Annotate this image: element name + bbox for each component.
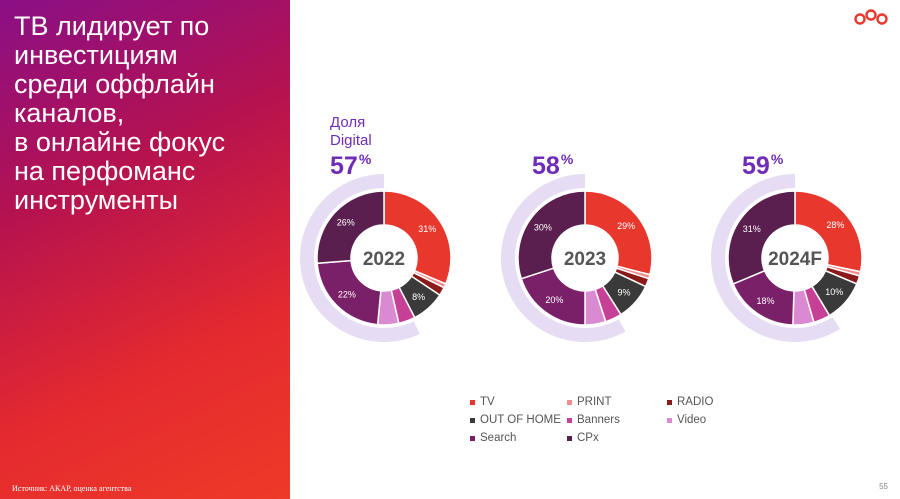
slice-label: 30%: [534, 222, 552, 232]
slice-label: 20%: [545, 295, 563, 305]
headline-line: каналов,: [14, 98, 125, 128]
slice-label: 31%: [743, 224, 761, 234]
legend-swatch: [567, 399, 572, 405]
slice-label: 10%: [825, 287, 843, 297]
headline-line: инвестициям: [14, 40, 178, 70]
legend-label: OUT OF HOME: [480, 414, 561, 426]
title-panel: ТВ лидирует по инвестициям среди оффлайн…: [0, 0, 290, 499]
headline-line: инструменты: [14, 185, 179, 215]
digital-share-unit: %: [560, 151, 574, 167]
page-number: 55: [879, 482, 888, 491]
donut-hole: [762, 225, 828, 291]
legend-item: Video: [667, 414, 706, 426]
legend-label: Banners: [577, 414, 620, 426]
donut-charts: 31% 8% 22% 26% 2022 29% 9% 20% 30% 2023 28% 10% 18% 3…: [300, 174, 863, 342]
legend-item: CPx: [567, 432, 599, 444]
slice-label: 31%: [418, 224, 436, 234]
legend-item: Search: [470, 432, 516, 444]
year-label: 2024F: [768, 249, 822, 270]
legend-label: CPx: [577, 432, 599, 444]
donut-hole: [552, 225, 618, 291]
legend-label: RADIO: [677, 396, 714, 408]
legend-label: Search: [480, 432, 517, 444]
slide-headline: ТВ лидирует по инвестициям среди оффлайн…: [14, 12, 284, 215]
slice-label: 18%: [757, 296, 775, 306]
source-note: Источник: АКАР, оценка агентства: [12, 484, 132, 493]
legend-swatch: [667, 399, 672, 405]
legend-label: TV: [480, 396, 495, 408]
legend-label: Video: [677, 414, 707, 426]
legend-swatch: [567, 435, 572, 441]
headline-line: на перфоманс: [14, 156, 196, 186]
legend-swatch: [667, 417, 672, 423]
digital-share-ring: [501, 174, 626, 342]
legend-swatch: [470, 435, 475, 441]
brand-logo: [854, 9, 888, 25]
legend-swatch: [470, 417, 475, 423]
legend-item: TV: [470, 396, 495, 408]
digital-share-2024f: 59%: [742, 151, 784, 181]
digital-share-value: 59: [742, 152, 770, 180]
legend-item: RADIO: [667, 396, 713, 408]
year-label: 2022: [363, 249, 405, 270]
slice-label: 26%: [337, 218, 355, 228]
digital-share-ring: [300, 174, 420, 342]
digital-share-caption: Доля Digital: [330, 114, 372, 150]
legend-swatch: [470, 399, 475, 405]
slice-label: 8%: [412, 292, 425, 302]
legend-item: Banners: [567, 414, 620, 426]
headline-line: в онлайне фокус: [14, 127, 226, 157]
digital-share-2022: 57%: [330, 151, 372, 181]
slice-label: 29%: [617, 221, 635, 231]
digital-share-2023: 58%: [532, 151, 574, 181]
year-label: 2023: [564, 249, 606, 270]
digital-share-unit: %: [770, 151, 784, 167]
headline-line: среди оффлайн: [14, 69, 215, 99]
slice-label: 9%: [617, 287, 630, 297]
legend-swatch: [567, 417, 572, 423]
digital-share-unit: %: [358, 151, 372, 167]
legend-label: PRINT: [577, 396, 612, 408]
slice-label: 28%: [826, 220, 844, 230]
donut-hole: [351, 225, 417, 291]
digital-share-value: 57: [330, 152, 358, 180]
headline-line: ТВ лидирует по: [14, 11, 210, 41]
legend-item: PRINT: [567, 396, 612, 408]
digital-share-ring: [711, 174, 841, 342]
legend-item: OUT OF HOME: [470, 414, 561, 426]
digital-share-value: 58: [532, 152, 560, 180]
caption-line: Доля: [330, 114, 366, 131]
caption-line: Digital: [330, 132, 372, 149]
slice-label: 22%: [338, 289, 356, 299]
